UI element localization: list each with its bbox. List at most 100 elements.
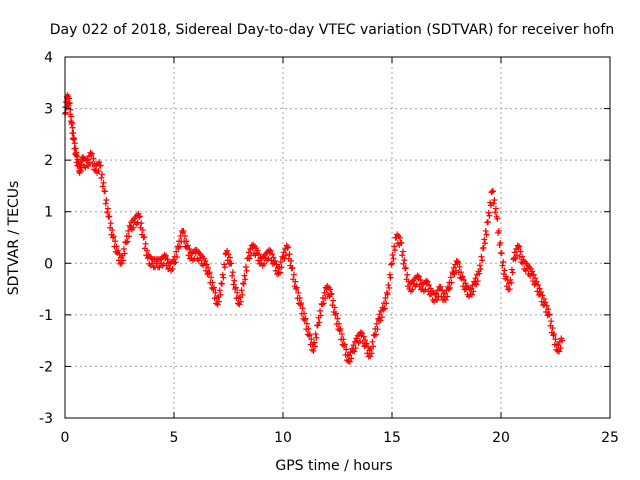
data-point-dense: [206, 269, 213, 276]
data-point-dense: [390, 255, 397, 262]
data-point-dense: [447, 274, 454, 281]
plot-frame: [64, 56, 611, 419]
data-point-dense: [328, 290, 335, 297]
data-point-dense: [533, 278, 540, 285]
data-point-dense: [363, 340, 370, 347]
data-point-dense: [212, 289, 219, 296]
data-point-dense: [373, 320, 380, 327]
data-point-dense: [229, 272, 236, 279]
data-point-dense: [542, 299, 549, 306]
data-point: [484, 219, 491, 226]
data-point-dense: [99, 183, 106, 190]
data-point: [275, 270, 282, 277]
data-point-dense: [306, 331, 313, 338]
data-point-dense: [272, 258, 279, 265]
data-point: [218, 280, 225, 287]
data-point-dense: [382, 294, 389, 301]
data-point-dense: [374, 326, 381, 333]
data-point-dense: [517, 248, 524, 255]
data-point-dense: [386, 271, 393, 278]
data-point-dense: [228, 260, 235, 267]
data-point-dense: [362, 337, 369, 344]
data-point-dense: [302, 315, 309, 322]
data-point-dense: [545, 306, 552, 313]
data-point-dense: [373, 331, 380, 338]
data-point: [389, 260, 395, 267]
data-point-dense: [221, 264, 228, 271]
data-point-dense: [391, 243, 398, 250]
data-point-dense: [468, 291, 475, 298]
data-point-dense: [221, 261, 228, 268]
x-tick-label: 10: [274, 430, 292, 446]
data-point-dense: [552, 336, 559, 343]
data-point-dense: [224, 247, 231, 254]
data-point-dense: [488, 189, 495, 196]
data-point-dense: [267, 247, 274, 254]
data-point-dense: [337, 325, 344, 332]
data-series: [62, 92, 566, 365]
data-point-dense: [311, 339, 318, 346]
data-point-dense: [415, 273, 422, 280]
data-point-dense: [456, 264, 463, 271]
data-point-dense: [317, 307, 324, 314]
data-point-dense: [183, 238, 190, 245]
data-point-dense: [458, 269, 465, 276]
data-point-dense: [210, 284, 217, 291]
data-point-dense: [536, 285, 543, 292]
data-point-dense: [246, 255, 253, 262]
y-axis-label: SDTVAR / TECUs: [6, 181, 22, 296]
data-point-dense: [503, 273, 510, 280]
data-point-dense: [378, 314, 385, 321]
x-tick-label: 20: [492, 430, 510, 446]
data-point-dense: [120, 257, 127, 264]
data-point-dense: [73, 149, 80, 156]
y-tick-label: 2: [44, 153, 53, 169]
data-point-dense: [186, 245, 193, 252]
data-point-dense: [320, 300, 327, 307]
data-point-dense: [173, 248, 180, 255]
data-point-dense: [121, 250, 128, 257]
data-point-dense: [69, 124, 76, 131]
data-point-dense: [490, 200, 497, 207]
data-point-dense: [387, 274, 394, 281]
data-point-dense: [205, 264, 212, 271]
data-point-dense: [497, 239, 504, 246]
data-point-dense: [485, 209, 492, 216]
data-point-dense: [104, 205, 111, 212]
data-point-dense: [481, 236, 488, 243]
data-point-dense: [335, 320, 342, 327]
data-point-dense: [340, 336, 347, 343]
data-point-dense: [492, 209, 499, 216]
data-point-dense: [348, 355, 355, 362]
data-point-dense: [217, 291, 224, 298]
data-point-dense: [442, 296, 449, 303]
data-point-dense: [309, 346, 316, 353]
data-point-dense: [492, 205, 499, 212]
data-point-dense: [459, 273, 466, 280]
data-point-dense: [512, 255, 519, 262]
data-point-dense: [331, 304, 338, 311]
data-point-dense: [277, 258, 284, 265]
data-point-dense: [277, 269, 284, 276]
data-point-dense: [242, 276, 249, 283]
axis-ticks: [64, 56, 611, 419]
data-point-dense: [103, 196, 110, 203]
data-point-dense: [78, 158, 85, 165]
data-point-dense: [180, 227, 187, 234]
data-point-dense: [556, 348, 563, 355]
data-point-dense: [500, 258, 507, 265]
data-point-dense: [296, 294, 303, 301]
data-point-dense: [269, 251, 276, 258]
data-point-dense: [368, 350, 375, 357]
data-point-dense: [124, 238, 131, 245]
data-point: [214, 301, 221, 308]
y-tick-label: 1: [44, 205, 53, 221]
data-point-dense: [385, 282, 392, 289]
data-point-dense: [352, 345, 359, 352]
data-point-dense: [202, 258, 209, 265]
data-point-dense: [308, 336, 315, 343]
data-point-dense: [540, 295, 547, 302]
data-point-dense: [120, 245, 127, 252]
data-point-dense: [181, 233, 188, 240]
